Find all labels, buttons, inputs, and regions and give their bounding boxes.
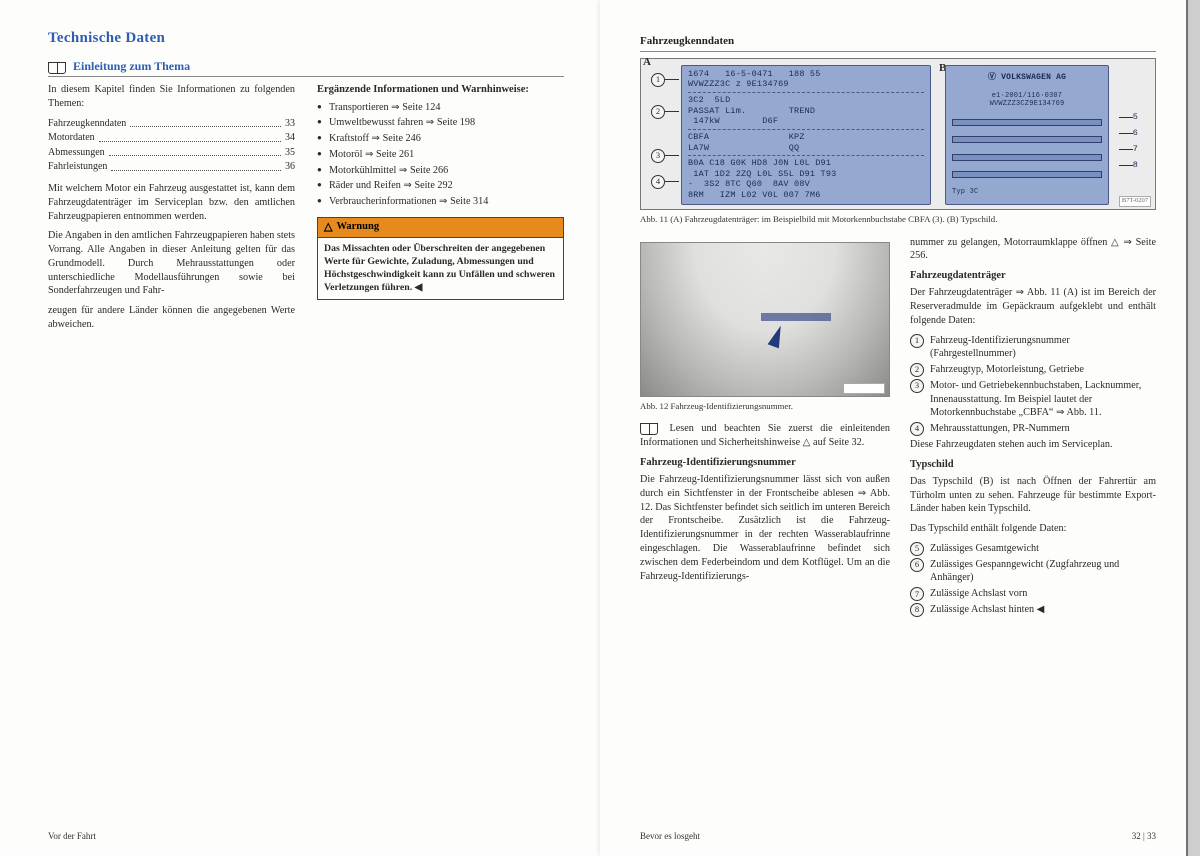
right-title: Fahrzeugkenndaten	[640, 34, 1156, 52]
sec3-heading: Typschild	[910, 458, 1156, 472]
callout-4: 4	[651, 175, 679, 189]
para-vorrang: Die Angaben in den amtlichen Fahrzeugpap…	[48, 229, 295, 298]
sec3b-body: Das Typschild enthält folgende Daten:	[910, 522, 1156, 536]
caption-12: Abb. 12 Fahrzeug-Identifizierungsnummer.	[640, 401, 890, 413]
sticker-b: Ⓥ VOLKSWAGEN AGe1·2001/116·0307 WVWZZZ3C…	[945, 65, 1109, 205]
warning-body: Das Missachten oder Überschreiten der an…	[318, 238, 563, 299]
lead-note: Lesen und beachten Sie zuerst die einlei…	[640, 422, 890, 450]
info-bullets: Transportieren ⇒ Seite 124Umweltbewusst …	[317, 101, 564, 209]
enum-item: 6Zulässiges Gespanngewicht (Zugfahrzeug …	[910, 558, 1156, 586]
label-A: A	[643, 55, 651, 70]
sec1-heading: Fahrzeug-Identifizierungsnummer	[640, 456, 890, 470]
right-col-right: nummer zu gelangen, Motorraumklappe öffn…	[910, 236, 1156, 619]
sec2-body: Der Fahrzeugdatenträger ⇒ Abb. 11 (A) is…	[910, 286, 1156, 327]
enum-item: 4Mehrausstattungen, PR-Nummern	[910, 422, 1156, 436]
enum-item: 7Zulässige Achslast vorn	[910, 587, 1156, 601]
right-col-left: Abb. 12 Fahrzeug-Identifizierungsnummer.…	[640, 236, 890, 619]
bullet-item: Verbraucherinformationen ⇒ Seite 314	[317, 195, 564, 209]
enum-item: 5Zulässiges Gesamtgewicht	[910, 542, 1156, 556]
toc-list: Fahrzeugkenndaten33Motordaten34Abmessung…	[48, 117, 295, 174]
left-page: Technische Daten Einleitung zum Thema In…	[0, 0, 600, 856]
continuation: nummer zu gelangen, Motorraumklappe öffn…	[910, 236, 1156, 264]
bullet-item: Transportieren ⇒ Seite 124	[317, 101, 564, 115]
toc-row: Fahrleistungen36	[48, 160, 295, 174]
bullet-item: Motoröl ⇒ Seite 261	[317, 148, 564, 162]
sec1-body: Die Fahrzeug-Identifizierungsnummer läss…	[640, 473, 890, 583]
enum-item: 1Fahrzeug-Identifizierungsnummer (Fahrge…	[910, 334, 1156, 362]
callout-6: 6	[1119, 128, 1138, 139]
footer-left: Vor der Fahrt	[48, 830, 96, 842]
book-edge	[1186, 0, 1200, 856]
bullet-item: Räder und Reifen ⇒ Seite 292	[317, 179, 564, 193]
sticker-a: 1674 16-5-0471 188 55 WVWZZZ3C z 9E13476…	[681, 65, 931, 205]
toc-row: Fahrzeugkenndaten33	[48, 117, 295, 131]
toc-row: Motordaten34	[48, 131, 295, 145]
footer-page-numbers: 32 | 33	[1132, 830, 1156, 842]
bullet-item: Kraftstoff ⇒ Seite 246	[317, 132, 564, 146]
enum-a: 1Fahrzeug-Identifizierungsnummer (Fahrge…	[910, 334, 1156, 436]
figure-11: A 1674 16-5-0471 188 55 WVWZZZ3C z 9E134…	[640, 58, 1156, 210]
right-page: Fahrzeugkenndaten A 1674 16-5-0471 188 5…	[600, 0, 1186, 856]
callout-1: 1	[651, 73, 679, 87]
bullet-item: Umweltbewusst fahren ⇒ Seite 198	[317, 116, 564, 130]
callout-3: 3	[651, 149, 679, 163]
sec3-body: Das Typschild (B) ist nach Öffnen der Fa…	[910, 475, 1156, 516]
figure-12	[640, 242, 890, 397]
warning-header: Warnung	[318, 218, 563, 238]
section-subtitle: Einleitung zum Thema	[48, 58, 564, 77]
footer-right-label: Bevor es losgeht	[640, 830, 700, 842]
enum-item: 3Motor- und Getriebekennbuchstaben, Lack…	[910, 379, 1156, 420]
callout-7: 7	[1119, 144, 1138, 155]
col2-continuation: zeugen für andere Länder können die ange…	[48, 304, 295, 332]
left-columns: In diesem Kapitel finden Sie Information…	[48, 83, 564, 331]
page-title: Technische Daten	[48, 28, 564, 48]
vin-label-graphic	[761, 313, 831, 321]
warning-box: Warnung Das Missachten oder Überschreite…	[317, 217, 564, 300]
para-motor: Mit welchem Motor ein Fahrzeug ausgestat…	[48, 182, 295, 223]
after-enum-a: Diese Fahrzeugdaten stehen auch im Servi…	[910, 438, 1156, 452]
enum-item: 8Zulässige Achslast hinten ◀	[910, 603, 1156, 617]
enum-b: 5Zulässiges Gesamtgewicht 6Zulässiges Ges…	[910, 542, 1156, 617]
toc-row: Abmessungen35	[48, 146, 295, 160]
enum-item: 2Fahrzeugtyp, Motorleistung, Getriebe	[910, 363, 1156, 377]
sec2-heading: Fahrzeugdatenträger	[910, 269, 1156, 283]
info-heading: Ergänzende Informationen und Warnhinweis…	[317, 83, 564, 97]
caption-11: Abb. 11 (A) Fahrzeugdatenträger: im Beis…	[640, 214, 1156, 226]
book-icon	[48, 62, 66, 74]
book-icon	[640, 423, 658, 435]
callout-2: 2	[651, 105, 679, 119]
callout-5: 5	[1119, 112, 1138, 123]
right-two-columns: Abb. 12 Fahrzeug-Identifizierungsnummer.…	[640, 236, 1156, 619]
callout-8: 8	[1119, 160, 1138, 171]
bullet-item: Motorkühlmittel ⇒ Seite 266	[317, 164, 564, 178]
intro-text: In diesem Kapitel finden Sie Information…	[48, 83, 295, 111]
arrow-icon	[768, 323, 787, 348]
fig-ref: B7T-0207	[1119, 196, 1151, 207]
